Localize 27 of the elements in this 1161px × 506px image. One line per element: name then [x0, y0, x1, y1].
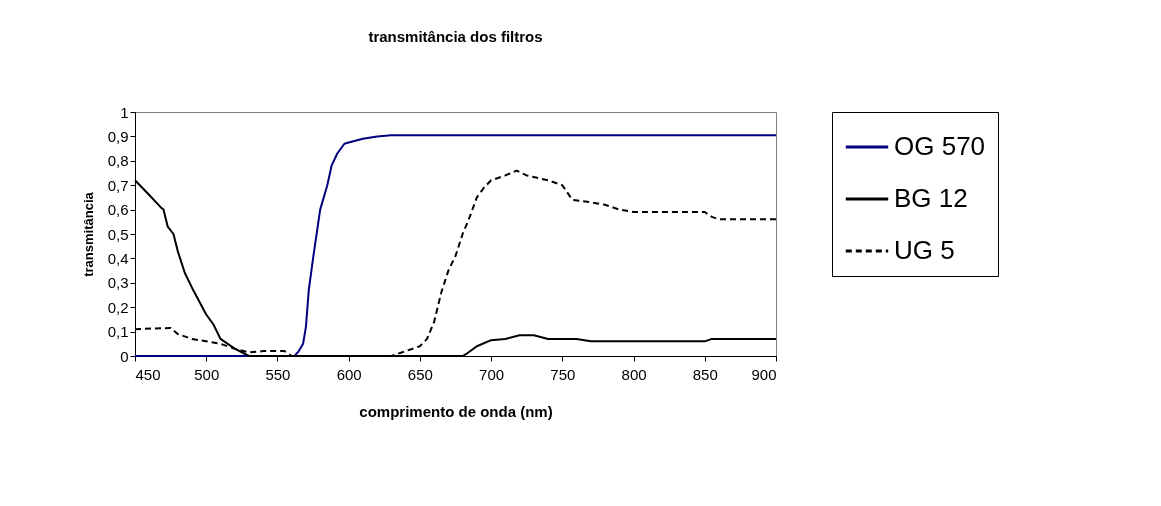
- y-tick-label: 1: [120, 103, 129, 121]
- x-axis-title: comprimento de onda (nm): [359, 402, 553, 420]
- legend-label: BG 12: [894, 183, 968, 213]
- x-tick-label: 900: [751, 365, 777, 383]
- chart-title: transmitância dos filtros: [368, 28, 543, 45]
- x-tick-label: 600: [336, 365, 362, 383]
- y-tick-label: 0,7: [107, 176, 129, 194]
- x-tick-label: 800: [621, 365, 647, 383]
- y-tick-label: 0,4: [107, 249, 129, 267]
- y-axis-title: transmitância: [80, 191, 96, 277]
- y-tick-label: 0: [120, 347, 129, 365]
- y-tick-label: 0,8: [107, 152, 129, 170]
- y-tick-label: 0,2: [107, 298, 129, 316]
- x-tick-label: 450: [135, 365, 161, 383]
- legend-label: OG 570: [894, 131, 986, 161]
- x-tick-label: 650: [407, 365, 433, 383]
- x-tick-label: 850: [692, 365, 718, 383]
- x-tick-label: 550: [265, 365, 291, 383]
- x-tick-label: 700: [479, 365, 505, 383]
- y-tick-label: 0,6: [107, 201, 129, 219]
- y-tick-label: 0,3: [107, 274, 129, 292]
- x-tick-label: 500: [194, 365, 220, 383]
- legend-label: UG 5: [894, 235, 955, 265]
- x-tick-label: 750: [550, 365, 576, 383]
- y-tick-label: 0,1: [107, 323, 129, 341]
- y-tick-label: 0,9: [107, 127, 129, 145]
- y-tick-label: 0,5: [107, 225, 129, 243]
